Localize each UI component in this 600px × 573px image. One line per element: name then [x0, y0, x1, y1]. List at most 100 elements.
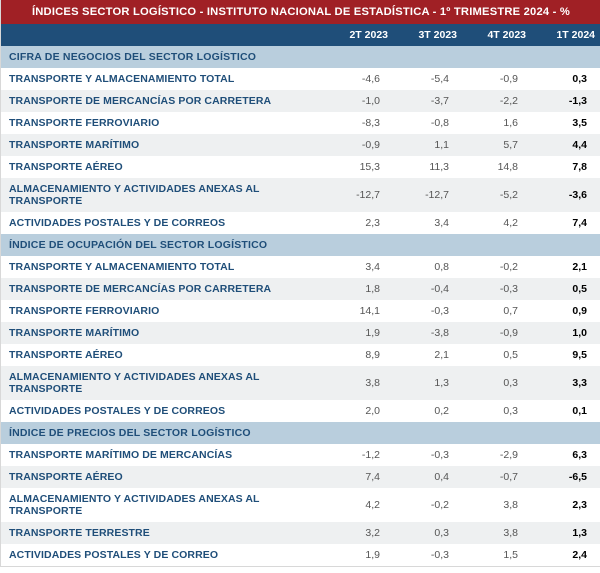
table-row: TRANSPORTE AÉREO15,311,314,87,8 [1, 156, 600, 178]
cell-value: 6,3 [532, 444, 600, 466]
cell-value: -5,4 [394, 68, 463, 90]
row-label: TRANSPORTE AÉREO [1, 156, 325, 178]
row-label: TRANSPORTE MARÍTIMO DE MERCANCÍAS [1, 444, 325, 466]
cell-value: -0,3 [463, 278, 532, 300]
table-row: TRANSPORTE Y ALMACENAMIENTO TOTAL-4,6-5,… [1, 68, 600, 90]
cell-value: 8,9 [325, 344, 394, 366]
table-row: TRANSPORTE Y ALMACENAMIENTO TOTAL3,40,8-… [1, 256, 600, 278]
cell-value: 0,5 [463, 344, 532, 366]
cell-value: 3,3 [532, 366, 600, 400]
cell-value: -0,7 [463, 466, 532, 488]
cell-value: -0,9 [325, 134, 394, 156]
section-title: CIFRA DE NEGOCIOS DEL SECTOR LOGÍSTICO [1, 46, 600, 68]
data-table: 2T 2023 3T 2023 4T 2023 1T 2024 CIFRA DE… [1, 24, 600, 566]
cell-value: -0,3 [394, 544, 463, 566]
cell-value: 5,7 [463, 134, 532, 156]
table-row: TRANSPORTE AÉREO8,92,10,59,5 [1, 344, 600, 366]
table-row: TRANSPORTE MARÍTIMO1,9-3,8-0,91,0 [1, 322, 600, 344]
header-blank [1, 24, 325, 46]
cell-value: -6,5 [532, 466, 600, 488]
cell-value: 0,7 [463, 300, 532, 322]
cell-value: 3,8 [463, 522, 532, 544]
cell-value: 7,4 [325, 466, 394, 488]
table-row: TRANSPORTE FERROVIARIO14,1-0,30,70,9 [1, 300, 600, 322]
cell-value: -5,2 [463, 178, 532, 212]
section-header: CIFRA DE NEGOCIOS DEL SECTOR LOGÍSTICO [1, 46, 600, 68]
cell-value: 9,5 [532, 344, 600, 366]
cell-value: 14,1 [325, 300, 394, 322]
cell-value: -2,9 [463, 444, 532, 466]
cell-value: 0,5 [532, 278, 600, 300]
cell-value: -0,3 [394, 300, 463, 322]
cell-value: -3,8 [394, 322, 463, 344]
row-label: TRANSPORTE AÉREO [1, 344, 325, 366]
row-label: TRANSPORTE AÉREO [1, 466, 325, 488]
row-label: ALMACENAMIENTO Y ACTIVIDADES ANEXAS AL T… [1, 488, 325, 522]
table-row: TRANSPORTE MARÍTIMO DE MERCANCÍAS-1,2-0,… [1, 444, 600, 466]
table-row: TRANSPORTE MARÍTIMO-0,91,15,74,4 [1, 134, 600, 156]
cell-value: -0,3 [394, 444, 463, 466]
table-row: TRANSPORTE FERROVIARIO-8,3-0,81,63,5 [1, 112, 600, 134]
cell-value: -8,3 [325, 112, 394, 134]
cell-value: 7,4 [532, 212, 600, 234]
cell-value: 0,9 [532, 300, 600, 322]
cell-value: 1,9 [325, 544, 394, 566]
cell-value: -0,4 [394, 278, 463, 300]
cell-value: 0,1 [532, 400, 600, 422]
row-label: ALMACENAMIENTO Y ACTIVIDADES ANEXAS AL T… [1, 366, 325, 400]
cell-value: -0,9 [463, 68, 532, 90]
section-header: ÍNDICE DE OCUPACIÓN DEL SECTOR LOGÍSTICO [1, 234, 600, 256]
cell-value: 0,3 [394, 522, 463, 544]
cell-value: 0,3 [463, 400, 532, 422]
cell-value: 4,2 [325, 488, 394, 522]
row-label: TRANSPORTE Y ALMACENAMIENTO TOTAL [1, 68, 325, 90]
cell-value: 0,3 [463, 366, 532, 400]
cell-value: 1,5 [463, 544, 532, 566]
table-row: TRANSPORTE DE MERCANCÍAS POR CARRETERA-1… [1, 90, 600, 112]
cell-value: 0,8 [394, 256, 463, 278]
cell-value: 1,0 [532, 322, 600, 344]
table-row: ALMACENAMIENTO Y ACTIVIDADES ANEXAS AL T… [1, 366, 600, 400]
row-label: ACTIVIDADES POSTALES Y DE CORREO [1, 544, 325, 566]
cell-value: 2,1 [532, 256, 600, 278]
cell-value: 3,8 [325, 366, 394, 400]
cell-value: 2,4 [532, 544, 600, 566]
row-label: ACTIVIDADES POSTALES Y DE CORREOS [1, 212, 325, 234]
cell-value: 2,1 [394, 344, 463, 366]
cell-value: -1,2 [325, 444, 394, 466]
header-col-1: 3T 2023 [394, 24, 463, 46]
cell-value: 4,2 [463, 212, 532, 234]
cell-value: 1,1 [394, 134, 463, 156]
header-row: 2T 2023 3T 2023 4T 2023 1T 2024 [1, 24, 600, 46]
table-row: ALMACENAMIENTO Y ACTIVIDADES ANEXAS AL T… [1, 178, 600, 212]
row-label: TRANSPORTE DE MERCANCÍAS POR CARRETERA [1, 90, 325, 112]
header-col-3: 1T 2024 [532, 24, 600, 46]
section-title: ÍNDICE DE PRECIOS DEL SECTOR LOGÍSTICO [1, 422, 600, 444]
row-label: TRANSPORTE FERROVIARIO [1, 112, 325, 134]
cell-value: 2,3 [532, 488, 600, 522]
cell-value: 1,6 [463, 112, 532, 134]
cell-value: 7,8 [532, 156, 600, 178]
cell-value: -2,2 [463, 90, 532, 112]
cell-value: -3,6 [532, 178, 600, 212]
table-row: TRANSPORTE TERRESTRE3,20,33,81,3 [1, 522, 600, 544]
cell-value: -12,7 [394, 178, 463, 212]
row-label: TRANSPORTE Y ALMACENAMIENTO TOTAL [1, 256, 325, 278]
table-row: TRANSPORTE DE MERCANCÍAS POR CARRETERA1,… [1, 278, 600, 300]
cell-value: 3,4 [394, 212, 463, 234]
cell-value: 4,4 [532, 134, 600, 156]
row-label: TRANSPORTE DE MERCANCÍAS POR CARRETERA [1, 278, 325, 300]
row-label: TRANSPORTE FERROVIARIO [1, 300, 325, 322]
cell-value: 2,3 [325, 212, 394, 234]
header-col-0: 2T 2023 [325, 24, 394, 46]
cell-value: 1,3 [532, 522, 600, 544]
cell-value: -1,0 [325, 90, 394, 112]
cell-value: 14,8 [463, 156, 532, 178]
table-row: ACTIVIDADES POSTALES Y DE CORREOS2,33,44… [1, 212, 600, 234]
table-row: ACTIVIDADES POSTALES Y DE CORREO1,9-0,31… [1, 544, 600, 566]
cell-value: -0,2 [394, 488, 463, 522]
cell-value: -1,3 [532, 90, 600, 112]
row-label: ACTIVIDADES POSTALES Y DE CORREOS [1, 400, 325, 422]
cell-value: 1,8 [325, 278, 394, 300]
cell-value: 15,3 [325, 156, 394, 178]
